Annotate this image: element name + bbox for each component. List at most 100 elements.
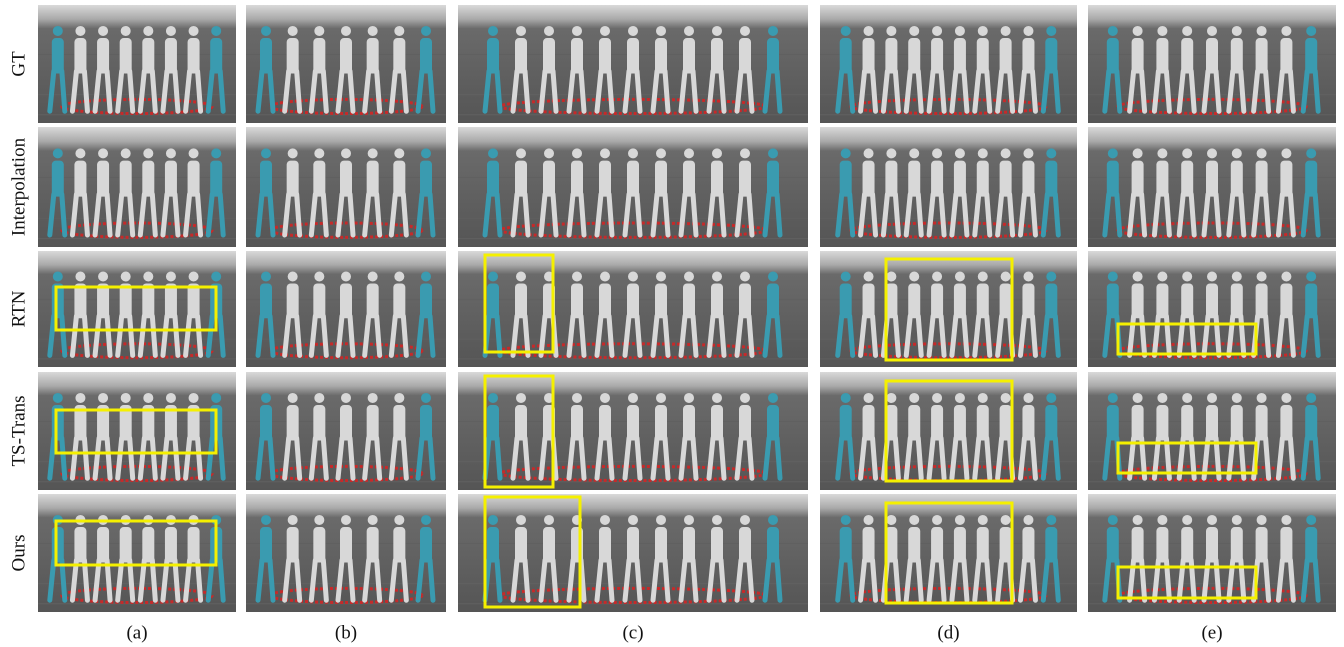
figure-head [909, 148, 919, 158]
figure-body [863, 527, 875, 562]
figure-head [656, 148, 666, 158]
figure-head [600, 393, 610, 403]
figure-head [684, 148, 694, 158]
figure-head [98, 272, 108, 282]
figure-body [655, 527, 667, 562]
figure-head [1157, 272, 1167, 282]
figure-body [420, 38, 432, 73]
render-panel [38, 251, 236, 367]
figure-head [864, 393, 874, 403]
figure-body [367, 283, 379, 318]
figure-head [288, 272, 298, 282]
figure-head [1182, 515, 1192, 525]
figure-head [841, 393, 851, 403]
figure-head [189, 272, 199, 282]
render-panel [246, 372, 446, 490]
figure-body [1231, 405, 1243, 440]
figure-head [421, 393, 431, 403]
figure-body [165, 283, 177, 318]
figure-body [74, 38, 86, 73]
figure-body [627, 283, 639, 318]
figure-body [599, 38, 611, 73]
figure-head [1257, 515, 1267, 525]
figure-head [75, 148, 85, 158]
figure-head [1157, 515, 1167, 525]
figure-body [188, 283, 200, 318]
figure-body [599, 283, 611, 318]
figure-body [954, 527, 966, 562]
render-panel [1088, 251, 1336, 367]
figure-body [739, 527, 751, 562]
figure-head [516, 26, 526, 36]
figure-body [487, 527, 499, 562]
figure-body [683, 527, 695, 562]
figure-head [1306, 515, 1316, 525]
render-panel [820, 5, 1077, 123]
figure-body [1022, 405, 1034, 440]
render-panel [1088, 127, 1336, 247]
figure-head [1281, 393, 1291, 403]
figure-body [1280, 161, 1292, 197]
figure-body [1206, 161, 1218, 197]
figure-head [314, 148, 324, 158]
figure-body [863, 283, 875, 318]
figure-head [1182, 272, 1192, 282]
figure-head [1023, 515, 1033, 525]
figure-head [1281, 148, 1291, 158]
figure-body [367, 161, 379, 197]
figure-head [1232, 272, 1242, 282]
figure-body [683, 405, 695, 440]
figure-head [121, 272, 131, 282]
figure-body [188, 161, 200, 197]
figure-head [368, 272, 378, 282]
figure-head [1133, 148, 1143, 158]
row-label: GT [8, 51, 29, 77]
figure-body [767, 527, 779, 562]
figure-head [368, 148, 378, 158]
figure-body [515, 527, 527, 562]
figure-body [1256, 405, 1268, 440]
figure-head [516, 272, 526, 282]
figure-body [571, 161, 583, 197]
figure-head [740, 515, 750, 525]
figure-body [1256, 38, 1268, 73]
figure-body [1156, 527, 1168, 562]
figure-body [627, 405, 639, 440]
figure-head [1046, 26, 1056, 36]
figure-body [1280, 527, 1292, 562]
figure-head [932, 272, 942, 282]
figure-head [1023, 393, 1033, 403]
figure-body [393, 161, 405, 197]
panel-background [820, 127, 1077, 247]
figure-body [487, 38, 499, 73]
figure-body [840, 161, 852, 197]
column-label: (a) [126, 622, 147, 643]
figure-body [188, 527, 200, 562]
figure-body [287, 405, 299, 440]
figure-body [1000, 38, 1012, 73]
render-panel [1088, 494, 1336, 612]
figure-head [261, 26, 271, 36]
figure-head [909, 26, 919, 36]
figure-head [1108, 515, 1118, 525]
figure-head [1207, 148, 1217, 158]
figure-body [571, 405, 583, 440]
figure-head [488, 148, 498, 158]
figure-body [260, 283, 272, 318]
figure-body [1045, 405, 1057, 440]
render-panel [246, 494, 446, 612]
figure-head [932, 26, 942, 36]
figure-head [1306, 148, 1316, 158]
figure-head [341, 26, 351, 36]
figure-head [1023, 272, 1033, 282]
figure-body [767, 283, 779, 318]
panel-background [820, 372, 1077, 490]
figure-body [287, 38, 299, 73]
panel-background [820, 251, 1077, 367]
figure-head [932, 148, 942, 158]
figure-body [767, 405, 779, 440]
figure-body [340, 405, 352, 440]
render-panel [38, 127, 236, 247]
figure-head [1207, 26, 1217, 36]
figure-head [314, 515, 324, 525]
